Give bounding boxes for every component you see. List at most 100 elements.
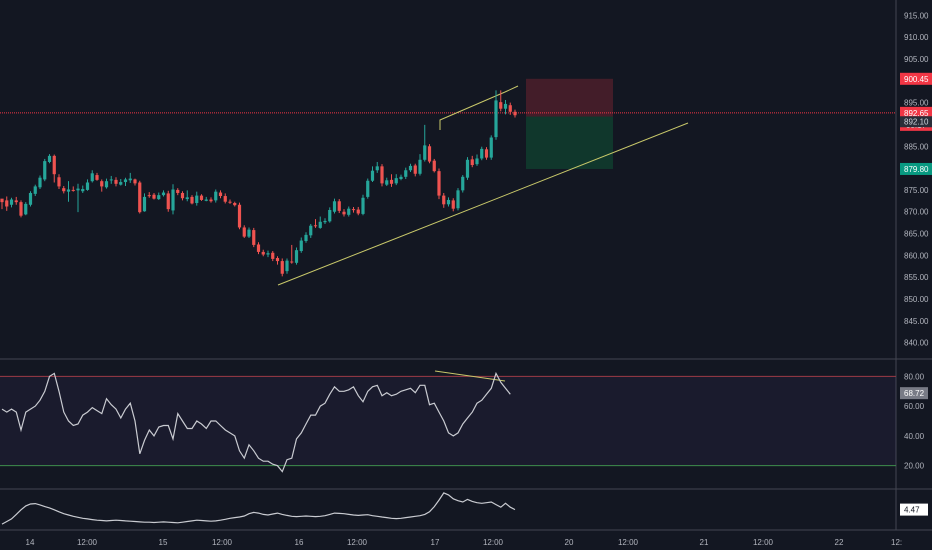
candle-body[interactable] bbox=[275, 258, 280, 262]
candle-body[interactable] bbox=[351, 209, 356, 211]
candle-body[interactable] bbox=[294, 250, 299, 263]
ascending-trendline-support[interactable] bbox=[277, 122, 689, 286]
candle-body[interactable] bbox=[43, 161, 47, 180]
candle-body[interactable] bbox=[38, 177, 42, 188]
candle-body[interactable] bbox=[404, 170, 408, 177]
candle-body[interactable] bbox=[475, 158, 479, 165]
candle-body[interactable] bbox=[323, 220, 327, 223]
candle-body[interactable] bbox=[214, 191, 218, 201]
candle-body[interactable] bbox=[138, 182, 142, 213]
candle-body[interactable] bbox=[461, 176, 465, 191]
candle-body[interactable] bbox=[494, 100, 498, 138]
candle-body[interactable] bbox=[446, 199, 451, 205]
candle-body[interactable] bbox=[337, 201, 341, 211]
candle-body[interactable] bbox=[484, 149, 489, 158]
candle-body[interactable] bbox=[513, 111, 517, 116]
candle-body[interactable] bbox=[62, 188, 66, 192]
candle-body[interactable] bbox=[285, 260, 289, 272]
candle-body[interactable] bbox=[347, 208, 351, 215]
candle-body[interactable] bbox=[123, 179, 128, 183]
candle-body[interactable] bbox=[57, 177, 61, 187]
candle-body[interactable] bbox=[33, 186, 37, 194]
candle-body[interactable] bbox=[19, 202, 23, 216]
candle-body[interactable] bbox=[318, 221, 322, 228]
candle-body[interactable] bbox=[332, 201, 337, 212]
candle-body[interactable] bbox=[389, 179, 394, 184]
candle-body[interactable] bbox=[408, 165, 413, 171]
candle-body[interactable] bbox=[356, 209, 360, 214]
candle-body[interactable] bbox=[223, 196, 227, 202]
candle-body[interactable] bbox=[176, 189, 180, 193]
short-position-target-zone[interactable] bbox=[526, 116, 613, 169]
rsi-pane[interactable]: 80.00 60.00 40.00 20.00 bbox=[0, 370, 925, 473]
rsi-line[interactable] bbox=[1, 371, 511, 473]
candle-body[interactable] bbox=[114, 179, 118, 184]
candle-body[interactable] bbox=[237, 204, 242, 228]
candle-body[interactable] bbox=[328, 209, 332, 222]
candle-body[interactable] bbox=[413, 165, 417, 174]
candle-body[interactable] bbox=[252, 230, 256, 245]
candle-body[interactable] bbox=[119, 182, 123, 185]
candle-body[interactable] bbox=[171, 189, 175, 211]
candle-body[interactable] bbox=[261, 251, 265, 255]
candle-body[interactable] bbox=[370, 170, 375, 181]
candle-body[interactable] bbox=[157, 195, 161, 200]
short-position-stop-zone[interactable] bbox=[526, 78, 613, 117]
candlestick-series[interactable] bbox=[0, 90, 517, 277]
candle-body[interactable] bbox=[456, 190, 460, 209]
candle-body[interactable] bbox=[147, 195, 151, 197]
candle-body[interactable] bbox=[437, 171, 441, 196]
candle-body[interactable] bbox=[256, 244, 261, 252]
candle-body[interactable] bbox=[0, 198, 4, 203]
candle-body[interactable] bbox=[100, 181, 104, 187]
candle-body[interactable] bbox=[271, 252, 275, 259]
candle-body[interactable] bbox=[85, 182, 90, 190]
candle-body[interactable] bbox=[233, 203, 237, 206]
candle-body[interactable] bbox=[399, 176, 403, 179]
candle-body[interactable] bbox=[247, 229, 251, 237]
candle-body[interactable] bbox=[190, 196, 194, 204]
candle-body[interactable] bbox=[109, 179, 113, 181]
candle-body[interactable] bbox=[152, 194, 156, 199]
rsi-divergence-line[interactable] bbox=[434, 370, 506, 382]
candle-body[interactable] bbox=[195, 195, 199, 204]
candle-body[interactable] bbox=[242, 227, 246, 237]
candle-body[interactable] bbox=[375, 166, 379, 171]
oscillator-line[interactable] bbox=[1, 492, 516, 525]
candle-body[interactable] bbox=[508, 105, 512, 112]
candle-body[interactable] bbox=[9, 199, 14, 205]
candle-body[interactable] bbox=[81, 189, 85, 192]
candle-body[interactable] bbox=[47, 155, 52, 162]
candle-body[interactable] bbox=[76, 188, 80, 191]
candle-body[interactable] bbox=[380, 166, 384, 184]
candle-body[interactable] bbox=[218, 192, 223, 197]
candle-body[interactable] bbox=[95, 175, 99, 180]
oscillator-pane[interactable] bbox=[1, 492, 516, 525]
candle-body[interactable] bbox=[480, 148, 484, 159]
candle-body[interactable] bbox=[290, 261, 294, 263]
candle-body[interactable] bbox=[71, 189, 75, 191]
candle-body[interactable] bbox=[166, 193, 170, 210]
candle-body[interactable] bbox=[309, 225, 313, 236]
candle-body[interactable] bbox=[427, 146, 432, 162]
candle-body[interactable] bbox=[185, 197, 189, 200]
candle-body[interactable] bbox=[432, 160, 436, 172]
price-pane[interactable]: 915.00910.00905.00900.00895.00890.00885.… bbox=[0, 11, 929, 348]
candle-body[interactable] bbox=[180, 192, 185, 199]
candle-body[interactable] bbox=[52, 155, 56, 175]
candle-body[interactable] bbox=[90, 173, 94, 182]
candle-body[interactable] bbox=[304, 234, 308, 241]
candle-body[interactable] bbox=[394, 178, 398, 184]
candle-body[interactable] bbox=[128, 178, 132, 181]
candle-body[interactable] bbox=[470, 159, 474, 166]
channel-upper-line[interactable] bbox=[439, 85, 519, 130]
candle-body[interactable] bbox=[209, 199, 213, 202]
candle-body[interactable] bbox=[228, 201, 232, 203]
candle-body[interactable] bbox=[299, 240, 303, 252]
candle-body[interactable] bbox=[133, 179, 137, 184]
candle-body[interactable] bbox=[385, 180, 389, 185]
candle-body[interactable] bbox=[313, 225, 318, 227]
candle-body[interactable] bbox=[489, 137, 493, 158]
candle-body[interactable] bbox=[28, 192, 33, 205]
candle-body[interactable] bbox=[465, 159, 470, 178]
